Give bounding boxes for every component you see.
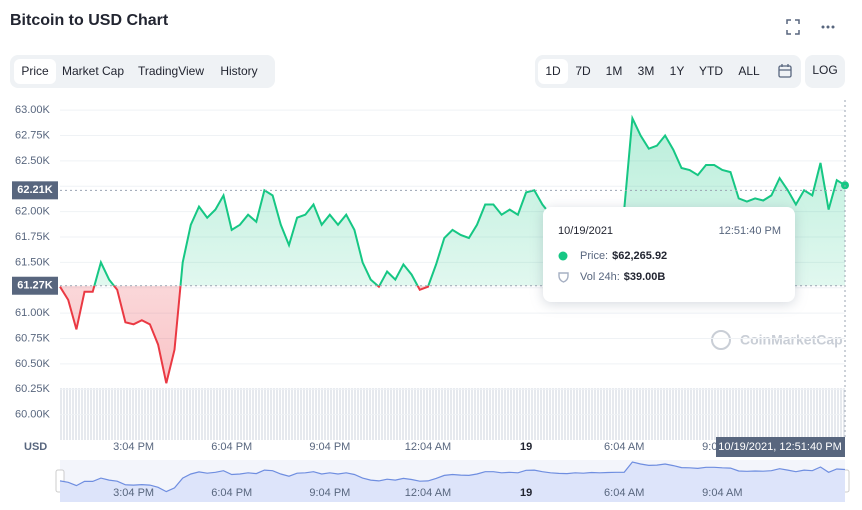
navigator-tick-label: 19 — [520, 487, 532, 499]
log-button[interactable]: LOG — [812, 63, 837, 77]
y-tick-label: 61.00K — [15, 307, 51, 319]
price-value: $62,265.92 — [612, 250, 667, 262]
reference-label: 61.27K — [17, 280, 53, 292]
reference-label-box — [12, 181, 58, 200]
navigator-tick-label: 6:04 AM — [604, 487, 644, 499]
x-tick-label: 6:04 AM — [604, 441, 644, 453]
watermark — [711, 330, 731, 350]
y-tick-label: 62.50K — [15, 155, 51, 167]
tab[interactable]: Market Cap — [62, 64, 124, 78]
tooltip-time: 12:51:40 PM — [719, 225, 781, 237]
x-tick-label: 3:04 PM — [113, 441, 154, 453]
y-tick-label: 61.75K — [15, 231, 51, 243]
x-tick-label: 6:04 PM — [211, 441, 252, 453]
navigator-line — [59, 461, 846, 493]
calendar-icon[interactable] — [778, 64, 792, 78]
reference-label: 62.21K — [17, 184, 53, 196]
expand-icon[interactable] — [786, 19, 800, 35]
price-line-up — [93, 114, 846, 286]
y-tick-label: 62.75K — [15, 129, 51, 141]
navigator-tick-label: 9:04 AM — [702, 487, 742, 499]
watermark-text: CoinMarketCap — [740, 332, 843, 348]
range-button[interactable]: ALL — [738, 64, 760, 78]
tooltip-date: 10/19/2021 — [558, 225, 613, 237]
tab[interactable]: Price — [21, 64, 49, 78]
title: Bitcoin to USD Chart — [10, 12, 169, 29]
y-tick-label: 60.75K — [15, 332, 51, 344]
x-tick-label: 9:04 PM — [309, 441, 350, 453]
tab[interactable]: History — [220, 64, 257, 78]
navigator-tick-label: 9:04 PM — [309, 487, 350, 499]
price-dot — [558, 251, 568, 261]
navigator-tick-label: 12:04 AM — [405, 487, 451, 499]
tooltip-price: Price: $62,265.92 — [580, 250, 667, 262]
navigator-area — [60, 462, 845, 502]
y-axis-label: USD — [24, 441, 47, 453]
area-down — [60, 285, 429, 384]
reference-label-box — [12, 276, 58, 295]
tooltip-volume: Vol 24h: $39.00B — [580, 271, 665, 283]
y-tick-label: 61.50K — [15, 256, 51, 268]
log-group — [805, 55, 845, 88]
range-active — [538, 59, 568, 84]
range-button[interactable]: 3M — [638, 64, 655, 78]
y-tick-label: 60.00K — [15, 409, 51, 421]
volume-value: $39.00B — [624, 271, 666, 283]
y-tick-label: 62.00K — [15, 206, 51, 218]
y-tick-label: 60.50K — [15, 358, 51, 370]
tab-active — [14, 59, 56, 84]
range-button[interactable]: YTD — [699, 64, 723, 78]
range-button[interactable]: 1M — [606, 64, 623, 78]
volume-icon — [558, 272, 569, 283]
price-label: Price: — [580, 250, 608, 262]
crosshair-label: 10/19/2021, 12:51:40 PM — [718, 441, 842, 453]
tab[interactable]: TradingView — [138, 64, 204, 78]
navigator-tick-label: 6:04 PM — [211, 487, 252, 499]
x-tick-label: 12:04 AM — [405, 441, 451, 453]
volume-bars — [60, 388, 845, 440]
range-button[interactable]: 7D — [575, 64, 591, 78]
y-tick-label: 63.00K — [15, 104, 51, 116]
more-icon[interactable] — [821, 25, 835, 29]
tooltip — [543, 207, 795, 302]
range-group — [535, 55, 801, 88]
tab-group — [10, 55, 275, 88]
x-tick-label: 19 — [520, 441, 532, 453]
navigator-tick-label: 3:04 PM — [113, 487, 154, 499]
range-button[interactable]: 1Y — [670, 64, 685, 78]
range-button[interactable]: 1D — [545, 64, 561, 78]
volume-label: Vol 24h: — [580, 271, 620, 283]
y-tick-label: 60.25K — [15, 383, 51, 395]
crosshair-label-box — [716, 437, 845, 457]
